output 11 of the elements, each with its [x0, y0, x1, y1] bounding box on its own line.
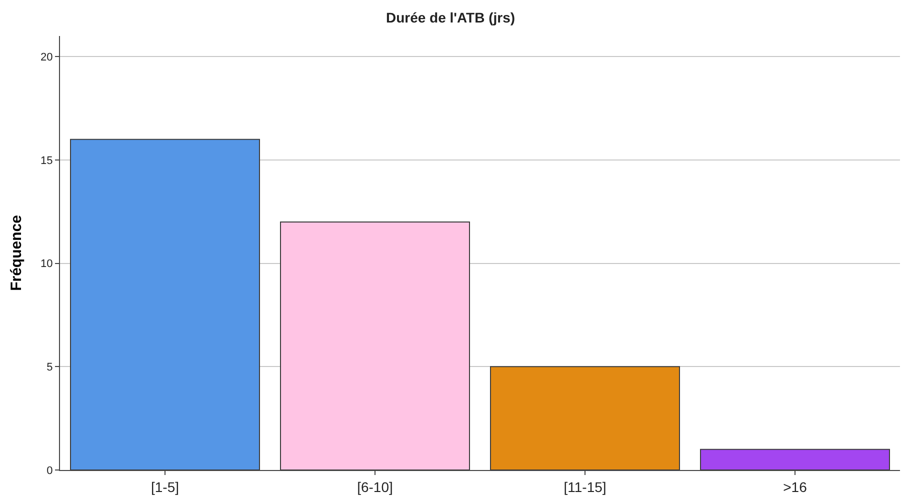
x-tick-label: [1-5]	[150, 478, 180, 495]
y-tick-label: 5	[46, 362, 53, 374]
y-tick-label: 0	[46, 464, 53, 477]
y-axis-title: Fréquence	[8, 215, 25, 291]
chart-title: Durée de l'ATB (jrs)	[386, 9, 516, 26]
x-tick-label: [6-10]	[357, 478, 393, 495]
y-tick-label: 10	[40, 258, 53, 270]
x-tick-label: >16	[783, 478, 808, 495]
y-tick-label: 15	[40, 154, 53, 167]
x-tick-label: [11-15]	[564, 478, 606, 495]
y-tick-label: 20	[40, 52, 53, 64]
